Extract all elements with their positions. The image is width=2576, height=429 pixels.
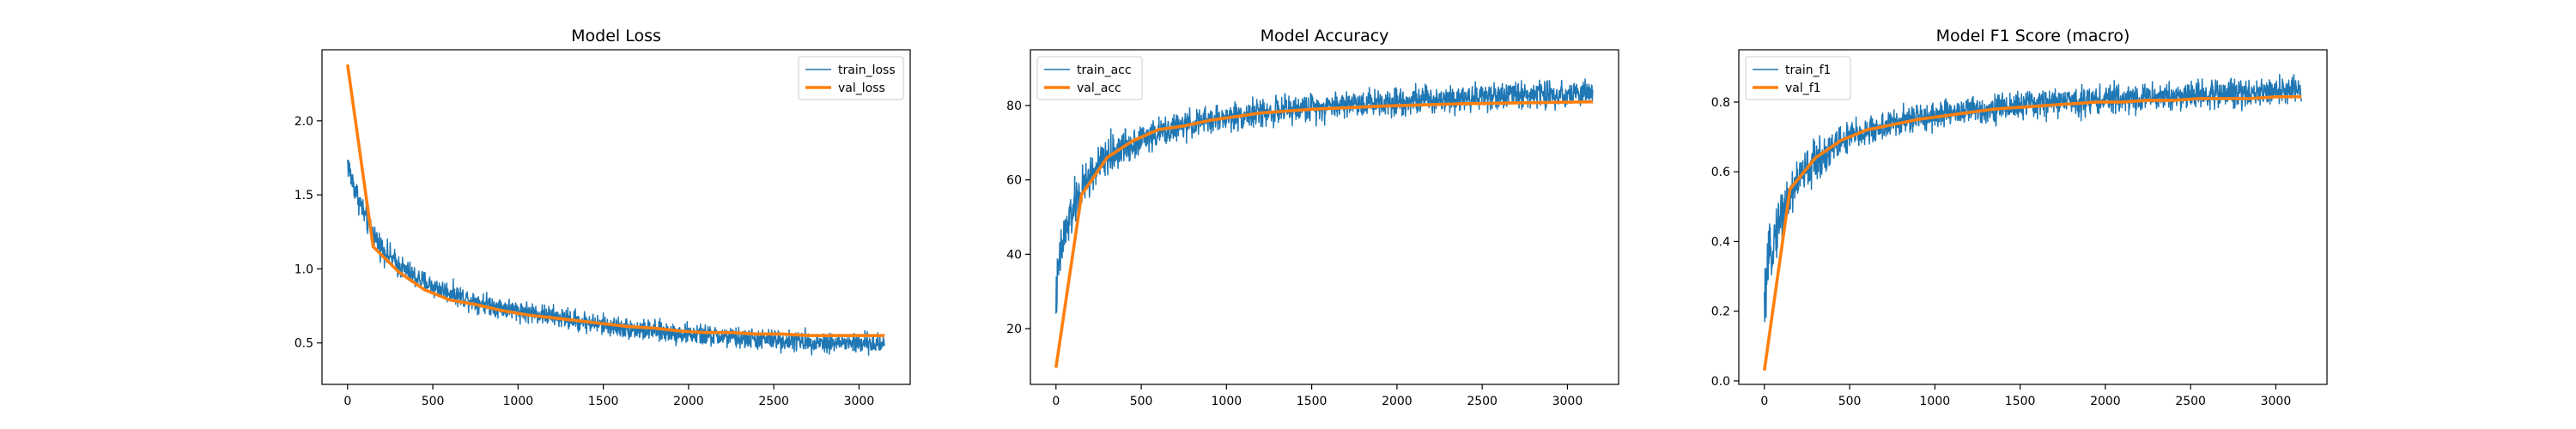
x-tick-label: 500	[1130, 395, 1153, 408]
y-tick-label: 0.6	[1711, 166, 1730, 179]
legend-label: train_acc	[1077, 63, 1132, 77]
y-tick-label: 80	[1006, 100, 1022, 113]
series-line-val-loss	[345, 64, 885, 337]
y-tick-label: 0.5	[295, 337, 313, 351]
series-line-train-acc	[1055, 78, 1594, 314]
x-tick-label: 1500	[1297, 395, 1327, 408]
x-tick-label: 2500	[758, 395, 789, 408]
x-tick-label: 3000	[1552, 395, 1583, 408]
legend-label: train_f1	[1785, 63, 1831, 77]
x-tick-label: 2500	[2175, 395, 2206, 408]
y-tick-label: 0.0	[1711, 375, 1730, 389]
x-tick-label: 2000	[2090, 395, 2121, 408]
chart-title: Model Loss	[571, 27, 661, 45]
x-tick-label: 1000	[503, 395, 534, 408]
series-line-val-acc	[1054, 100, 1594, 368]
legend: train_loss val_loss	[798, 56, 904, 100]
legend-label: val_f1	[1785, 82, 1821, 95]
chart-panel-2: Model Accuracy 0 500 1000 1500 2000 2500 3000 20…	[1006, 27, 1619, 408]
legend: train_f1 val_f1	[1745, 56, 1851, 100]
y-tick-label: 60	[1006, 174, 1022, 188]
y-tick-label: 40	[1006, 248, 1022, 262]
x-tick-label: 2500	[1467, 395, 1498, 408]
chart-title: Model Accuracy	[1261, 27, 1389, 45]
y-tick-label: 0.2	[1711, 305, 1730, 319]
x-tick-label: 3000	[844, 395, 875, 408]
plot-frame	[321, 49, 911, 385]
x-tick-label: 0	[1052, 395, 1060, 408]
x-tick-label: 500	[1838, 395, 1862, 408]
x-tick-label: 2000	[1382, 395, 1413, 408]
x-tick-label: 500	[422, 395, 445, 408]
x-tick-label: 1000	[1920, 395, 1951, 408]
chart-title: Model F1 Score (macro)	[1936, 27, 2130, 45]
series-line-val-f1	[1762, 95, 2302, 372]
legend: train_acc val_acc	[1036, 56, 1143, 100]
chart-panel-3: Model F1 Score (macro) 0 500 1000 1500 2000 25…	[1711, 27, 2328, 408]
y-tick-label: 0.4	[1711, 235, 1730, 249]
x-tick-label: 0	[1760, 395, 1768, 408]
y-tick-label: 1.0	[295, 263, 313, 276]
x-tick-label: 2000	[673, 395, 704, 408]
plot-frame	[1030, 49, 1619, 385]
legend-label: train_loss	[838, 63, 896, 77]
x-tick-label: 0	[343, 395, 351, 408]
y-tick-label: 2.0	[295, 115, 313, 129]
y-tick-label: 1.5	[295, 189, 313, 202]
legend-label: val_loss	[838, 82, 885, 95]
series-line-train-f1	[1764, 74, 2302, 323]
x-tick-label: 1500	[2005, 395, 2036, 408]
chart-panel-1: Model Loss 0 500 1000 1500 2000 2500 3000 0.5 1.0…	[295, 27, 911, 408]
y-tick-label: 20	[1006, 323, 1022, 336]
plot-frame	[1738, 49, 2328, 385]
legend-label: val_acc	[1077, 82, 1121, 95]
x-tick-label: 1000	[1212, 395, 1242, 408]
x-tick-label: 1500	[588, 395, 619, 408]
x-tick-label: 3000	[2261, 395, 2292, 408]
y-tick-label: 0.8	[1711, 96, 1730, 110]
